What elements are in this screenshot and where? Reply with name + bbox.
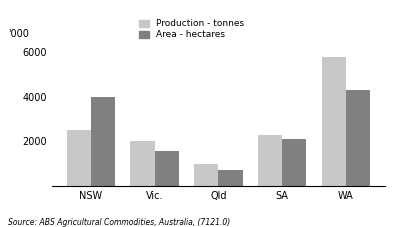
Bar (218, 170, 243, 186)
Bar (194, 164, 218, 186)
Legend: Production - tonnes, Area - hectares: Production - tonnes, Area - hectares (139, 19, 244, 39)
Bar (258, 135, 282, 186)
Text: Source: ABS Agricultural Commodities, Australia, (7121.0): Source: ABS Agricultural Commodities, Au… (8, 218, 230, 227)
Bar (91, 97, 115, 186)
Bar (131, 141, 155, 186)
Text: '000: '000 (8, 29, 29, 39)
Bar (155, 151, 179, 186)
Bar (346, 90, 370, 186)
Bar (67, 130, 91, 186)
Bar (322, 57, 346, 186)
Bar (282, 139, 306, 186)
